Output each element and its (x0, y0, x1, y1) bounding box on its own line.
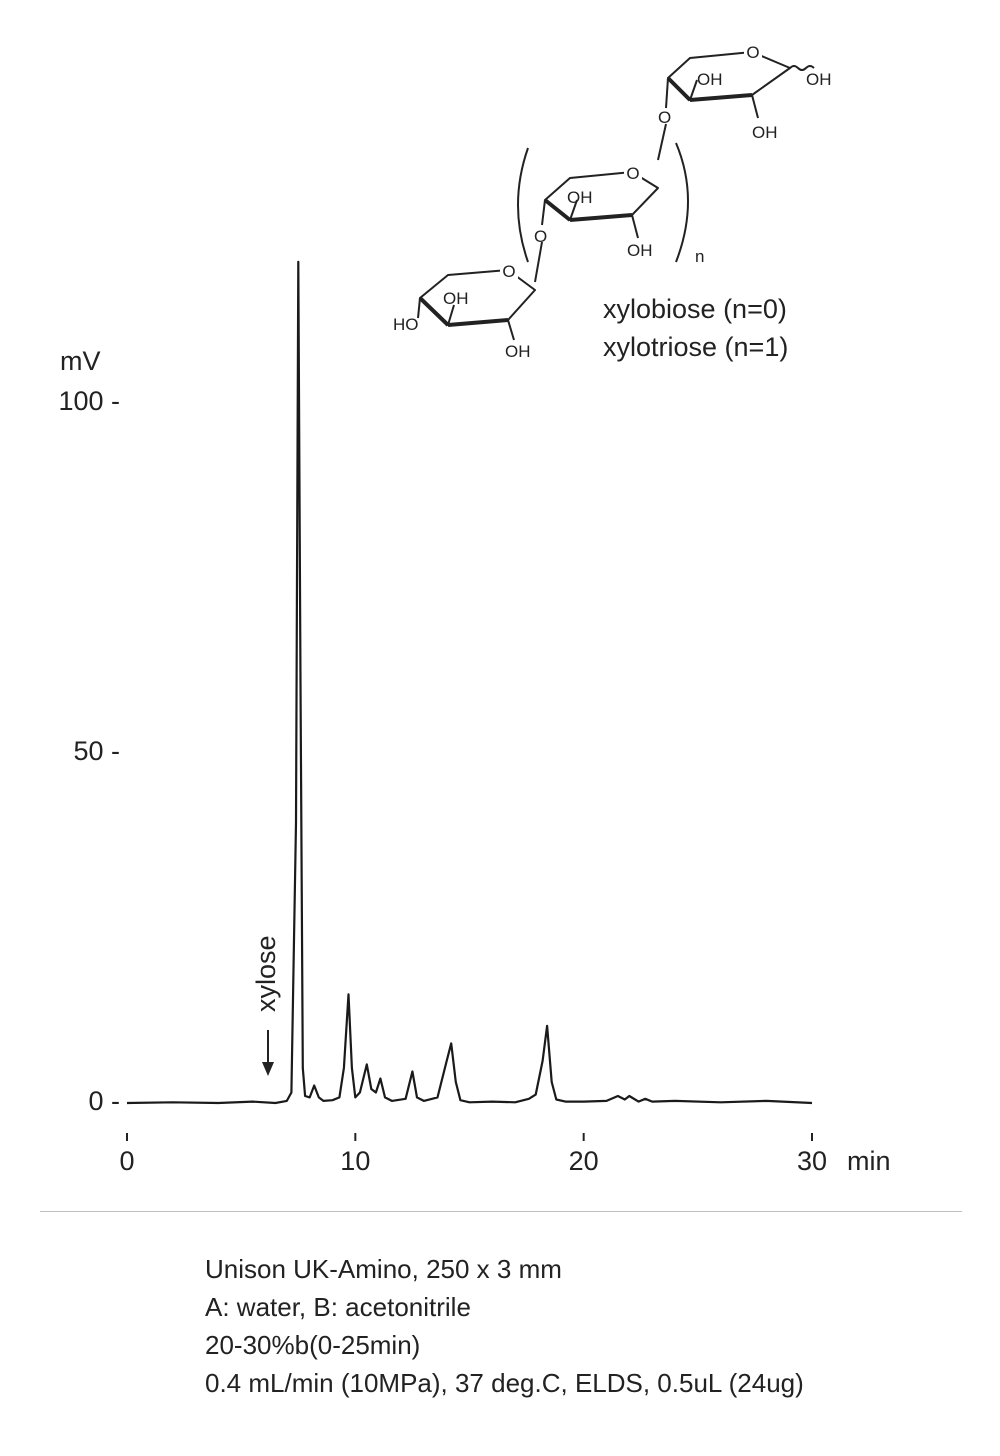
xylose-arrow-head (262, 1062, 274, 1076)
hydroxyl-label: OH (752, 123, 778, 142)
xylotriose-label: xylotriose (n=1) (603, 332, 788, 362)
y-tick-label-50: 50 - (73, 736, 120, 766)
x-tick-label: 0 (119, 1146, 134, 1176)
hydroxyl-label: OH (697, 70, 723, 89)
chromatogram-trace (126, 260, 813, 1105)
xylobiose-label: xylobiose (n=0) (603, 294, 787, 324)
top-ring (667, 51, 791, 101)
conditions-list: Unison UK-Amino, 250 x 3 mm A: water, B:… (205, 1250, 804, 1402)
hydroxyl-label: HO (393, 315, 419, 334)
glycosidic-oxygen-label: O (658, 108, 671, 127)
hydroxyl-label: OH (627, 241, 653, 260)
ring-oxygen-label: O (502, 262, 515, 281)
x-axis: 0 10 20 30 (119, 1133, 827, 1176)
gradient-info: 20-30%b(0-25min) (205, 1330, 421, 1360)
hydroxyl-label: OH (567, 188, 593, 207)
x-axis-unit: min (847, 1146, 891, 1176)
repeat-count-label: n (695, 247, 704, 266)
structure-labels: O OH OH OH O O OH OH n O O OH OH HO (393, 42, 832, 361)
open-bracket (517, 147, 529, 263)
glycosidic-oxygen-label: O (534, 227, 547, 246)
ring-oxygen-label: O (746, 43, 759, 62)
chromatogram-chart: mV 100 - 50 - 0 - 0 10 20 30 min xylose (58, 42, 891, 1176)
hydroxyl-label: OH (806, 70, 832, 89)
flow-detection-info: 0.4 mL/min (10MPa), 37 deg.C, ELDS, 0.5u… (205, 1368, 804, 1398)
hydroxyl-label: OH (505, 342, 531, 361)
x-tick-label: 10 (340, 1146, 370, 1176)
y-tick-label-100: 100 - (58, 386, 120, 416)
close-bracket (675, 142, 689, 263)
column-info: Unison UK-Amino, 250 x 3 mm (205, 1254, 562, 1284)
y-axis-label: mV (60, 346, 101, 376)
xylose-annotation: xylose (251, 935, 281, 1076)
hydroxyl-label: OH (443, 289, 469, 308)
y-tick-label-0: 0 - (88, 1086, 120, 1116)
mobile-phase-info: A: water, B: acetonitrile (205, 1292, 471, 1322)
x-tick-label: 20 (569, 1146, 599, 1176)
xylose-label: xylose (251, 935, 281, 1012)
section-divider (40, 1211, 962, 1212)
x-tick-label: 30 (797, 1146, 827, 1176)
ring-oxygen-label: O (626, 164, 639, 183)
